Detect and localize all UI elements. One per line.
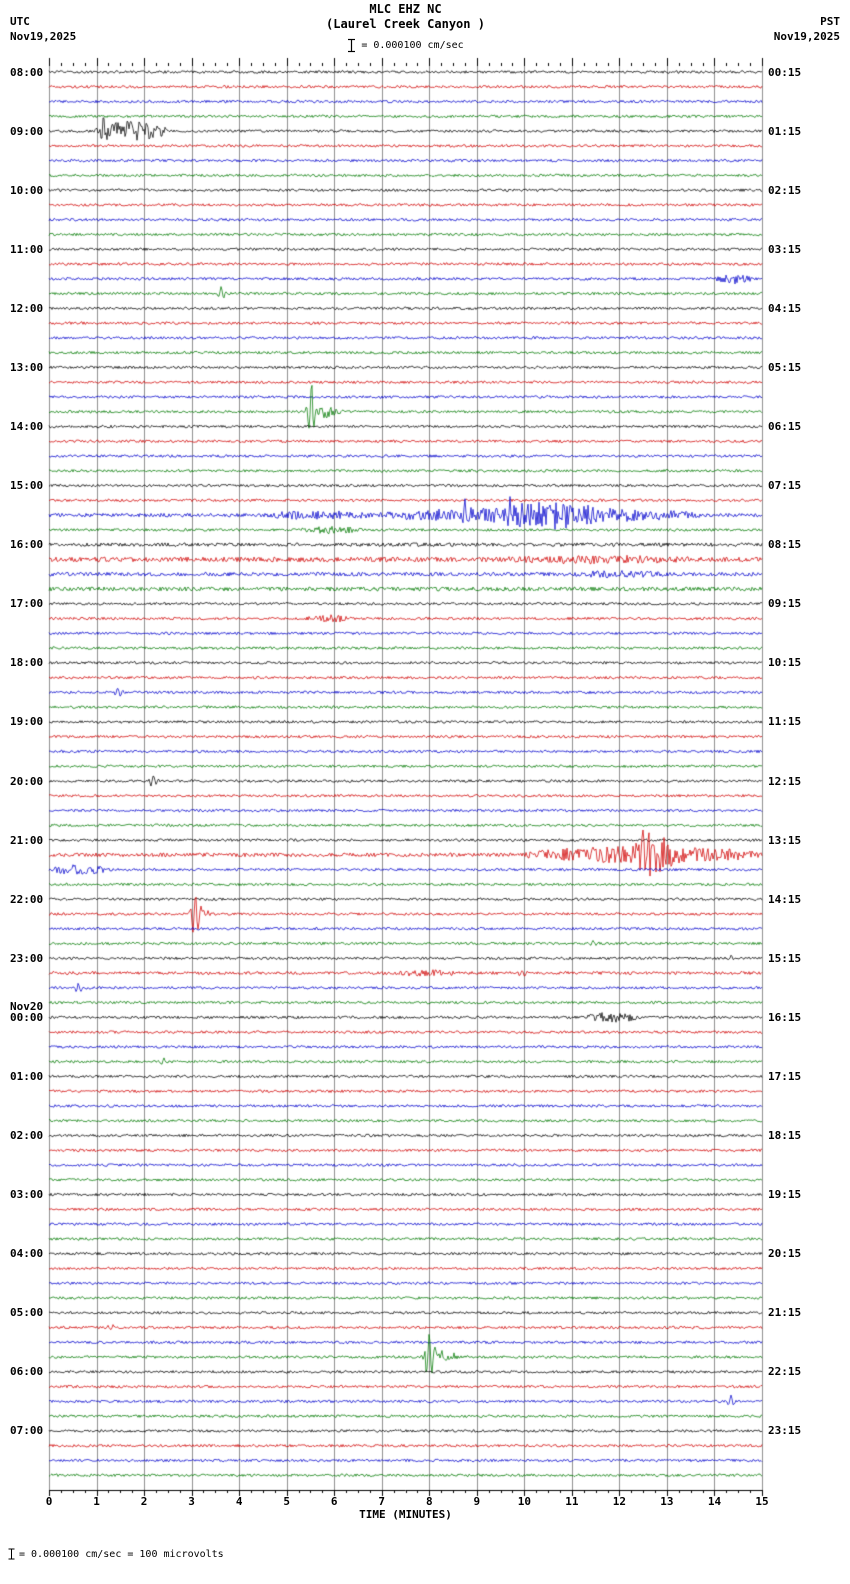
pst-hour-label: 19:15 [768,1188,802,1202]
x-tick-label: 11 [565,1495,579,1508]
utc-hour-label: 23:00 [10,951,44,965]
pst-hour-label: 18:15 [768,1129,802,1142]
utc-hour-label: 16:00 [10,538,44,552]
pst-hour-label: 00:15 [768,65,802,79]
pst-hour-label: 16:15 [768,1010,802,1024]
utc-hour-label: 09:00 [10,124,44,138]
pst-hour-label: 21:15 [768,1306,802,1320]
utc-hour-label: 03:00 [10,1188,44,1202]
utc-hour-label: 04:00 [10,1247,44,1261]
utc-hour-label: 02:00 [10,1129,44,1142]
pst-hour-label: 07:15 [768,479,802,493]
x-tick-label: 9 [473,1495,481,1508]
pst-hour-label: 17:15 [768,1069,802,1083]
utc-hour-label: Nov20 00:00 [10,999,44,1024]
utc-hour-label: 11:00 [10,242,44,256]
pst-hour-label: 15:15 [768,951,802,965]
utc-hour-label: 12:00 [10,301,44,315]
x-tick-label: 3 [188,1495,195,1508]
footer-scale-note: = 0.000100 cm/sec = 100 microvolts [8,1548,224,1560]
pst-hour-label: 22:15 [768,1365,802,1379]
footer-scale-text: = 0.000100 cm/sec = 100 microvolts [19,1548,224,1560]
x-tick-label: 14 [707,1495,722,1508]
x-axis-title: TIME (MINUTES) [359,1508,452,1521]
pst-hour-label: 23:15 [768,1424,802,1438]
utc-hour-label: 01:00 [10,1069,44,1083]
x-tick-label: 7 [378,1495,386,1508]
x-tick-label: 12 [612,1495,627,1508]
x-tick-label: 5 [283,1495,290,1508]
pst-hour-label: 04:15 [768,301,802,315]
x-tick-label: 8 [425,1495,433,1508]
utc-hour-label: 06:00 [10,1365,44,1379]
utc-hour-label: 20:00 [10,774,44,788]
x-tick-label: 13 [660,1495,674,1508]
utc-hour-label: 15:00 [10,479,44,493]
utc-hour-label: 10:00 [10,183,44,197]
utc-hour-label: 13:00 [10,360,44,374]
pst-hour-label: 14:15 [768,892,802,906]
x-tick-label: 6 [330,1495,338,1508]
pst-hour-label: 12:15 [768,774,802,788]
pst-hour-label: 20:15 [768,1247,802,1261]
utc-hour-label: 18:00 [10,656,44,670]
pst-hour-label: 02:15 [768,183,802,197]
x-tick-label: 2 [140,1495,148,1508]
utc-hour-label: 19:00 [10,715,44,729]
utc-hour-label: 21:00 [10,833,44,847]
utc-hour-label: 14:00 [10,420,44,433]
pst-hour-label: 03:15 [768,242,802,256]
pst-hour-label: 10:15 [768,656,802,670]
utc-hour-label: 17:00 [10,597,44,611]
pst-hour-label: 01:15 [768,124,802,138]
x-tick-label: 15 [755,1495,769,1508]
x-tick-label: 4 [235,1495,243,1508]
pst-hour-label: 06:15 [768,420,802,433]
x-tick-label: 10 [517,1495,531,1508]
pst-hour-label: 13:15 [768,833,802,847]
pst-hour-label: 11:15 [768,715,802,729]
pst-hour-label: 08:15 [768,538,802,552]
x-tick-label: 0 [45,1495,53,1508]
footer-scale-bar-icon [8,1548,15,1560]
utc-hour-label: 22:00 [10,892,44,906]
x-tick-label: 1 [93,1495,100,1508]
utc-hour-label: 05:00 [10,1306,44,1320]
pst-hour-label: 09:15 [768,597,802,611]
utc-hour-label: 08:00 [10,65,44,79]
pst-hour-label: 05:15 [768,360,802,374]
utc-hour-label: 07:00 [10,1424,44,1438]
